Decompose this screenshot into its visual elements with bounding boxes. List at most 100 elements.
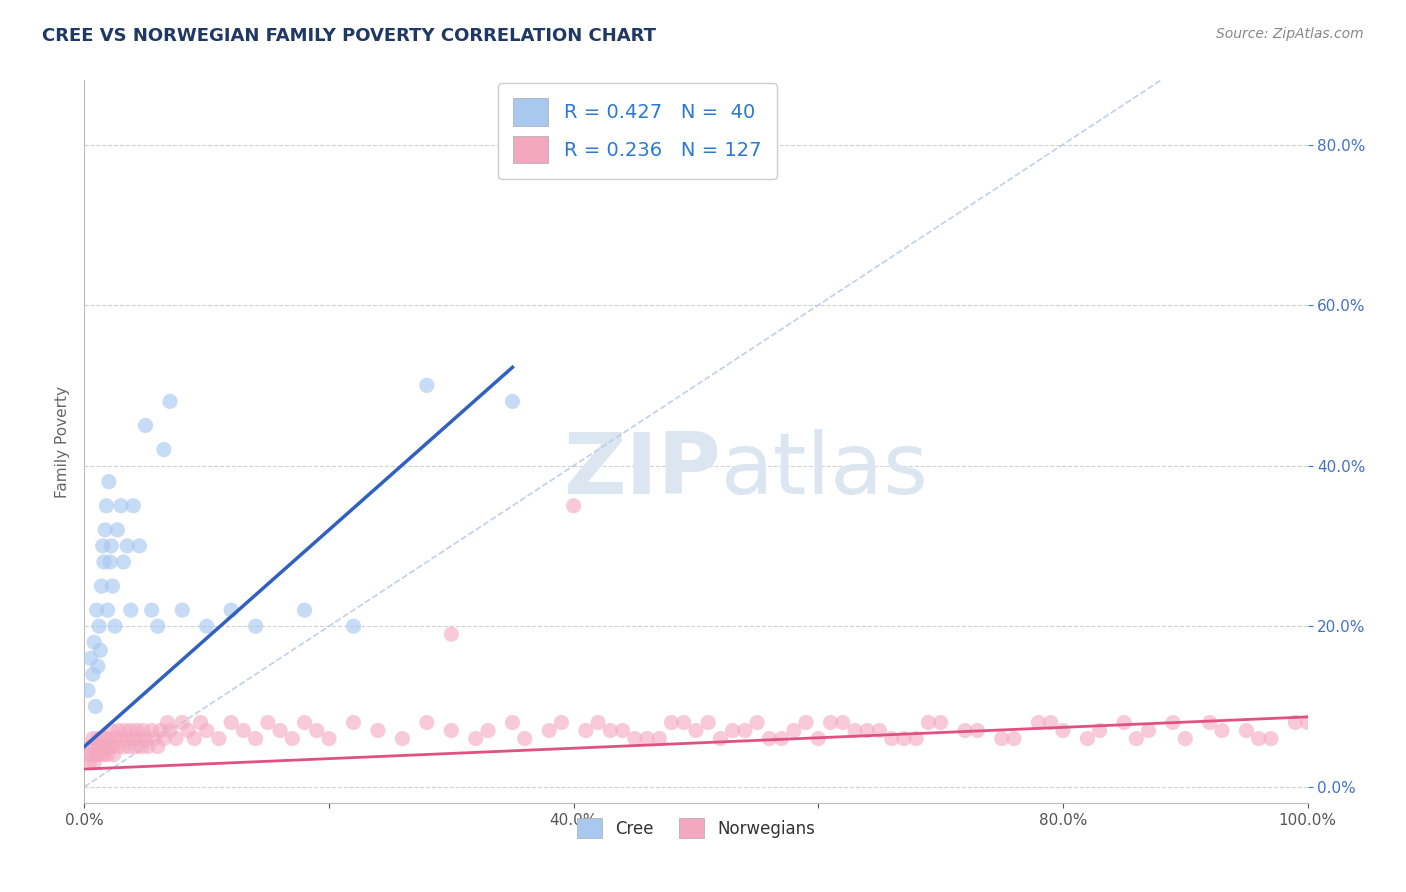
Point xyxy=(146,619,169,633)
Point xyxy=(612,723,634,738)
Point xyxy=(219,715,242,730)
Point xyxy=(367,723,389,738)
Point xyxy=(104,731,127,746)
Point xyxy=(190,715,212,730)
Point xyxy=(91,539,114,553)
Text: CREE VS NORWEGIAN FAMILY POVERTY CORRELATION CHART: CREE VS NORWEGIAN FAMILY POVERTY CORRELA… xyxy=(42,27,657,45)
Point xyxy=(90,579,112,593)
Point xyxy=(96,739,118,754)
Point xyxy=(1137,723,1160,738)
Point xyxy=(128,731,150,746)
Point xyxy=(136,739,159,754)
Point xyxy=(82,731,104,746)
Point xyxy=(159,723,181,738)
Point xyxy=(464,731,486,746)
Point xyxy=(672,715,695,730)
Point xyxy=(734,723,756,738)
Point xyxy=(305,723,328,738)
Point xyxy=(721,723,744,738)
Point xyxy=(87,739,110,754)
Point xyxy=(1260,731,1282,746)
Point xyxy=(991,731,1014,746)
Point xyxy=(391,731,413,746)
Point xyxy=(172,603,194,617)
Point xyxy=(905,731,928,746)
Point xyxy=(115,539,138,553)
Point xyxy=(97,603,120,617)
Point xyxy=(820,715,842,730)
Point xyxy=(440,627,463,641)
Point xyxy=(624,731,647,746)
Point xyxy=(98,555,121,569)
Point xyxy=(79,651,101,665)
Point xyxy=(538,723,561,738)
Point xyxy=(84,699,107,714)
Point xyxy=(502,394,524,409)
Point xyxy=(1247,731,1270,746)
Point xyxy=(165,731,187,746)
Point xyxy=(93,555,115,569)
Point xyxy=(110,731,132,746)
Point xyxy=(122,499,145,513)
Point xyxy=(599,723,621,738)
Legend: Cree, Norwegians: Cree, Norwegians xyxy=(571,812,821,845)
Point xyxy=(697,715,720,730)
Point xyxy=(562,499,585,513)
Point xyxy=(342,715,364,730)
Point xyxy=(177,723,200,738)
Point xyxy=(77,756,100,770)
Point xyxy=(636,731,658,746)
Point xyxy=(98,739,121,754)
Point xyxy=(91,739,114,754)
Point xyxy=(648,731,671,746)
Point xyxy=(1161,715,1184,730)
Point xyxy=(112,739,135,754)
Point xyxy=(502,715,524,730)
Point xyxy=(953,723,976,738)
Point xyxy=(105,523,128,537)
Point xyxy=(79,739,101,754)
Point xyxy=(550,715,572,730)
Point xyxy=(294,715,316,730)
Point xyxy=(153,731,176,746)
Point xyxy=(1052,723,1074,738)
Point xyxy=(141,603,163,617)
Point xyxy=(195,723,218,738)
Point xyxy=(257,715,280,730)
Point xyxy=(76,747,98,762)
Point xyxy=(125,723,148,738)
Point xyxy=(153,442,176,457)
Point xyxy=(685,723,707,738)
Point xyxy=(1198,715,1220,730)
Point xyxy=(100,539,122,553)
Point xyxy=(1284,715,1306,730)
Point xyxy=(1039,715,1062,730)
Point xyxy=(208,731,231,746)
Point xyxy=(856,723,879,738)
Point xyxy=(87,619,110,633)
Point xyxy=(770,731,793,746)
Point xyxy=(86,747,108,762)
Point xyxy=(318,731,340,746)
Text: Source: ZipAtlas.com: Source: ZipAtlas.com xyxy=(1216,27,1364,41)
Point xyxy=(112,555,135,569)
Point xyxy=(104,619,127,633)
Point xyxy=(120,723,142,738)
Point xyxy=(118,739,141,754)
Point xyxy=(1076,731,1098,746)
Point xyxy=(101,579,124,593)
Point xyxy=(1002,731,1025,746)
Point xyxy=(105,739,128,754)
Point xyxy=(869,723,891,738)
Point xyxy=(143,731,166,746)
Point xyxy=(893,731,915,746)
Point xyxy=(89,747,111,762)
Point xyxy=(83,756,105,770)
Point xyxy=(1296,715,1319,730)
Point xyxy=(87,731,110,746)
Point xyxy=(156,715,179,730)
Point xyxy=(281,731,304,746)
Point xyxy=(94,731,117,746)
Point xyxy=(440,723,463,738)
Point xyxy=(183,731,205,746)
